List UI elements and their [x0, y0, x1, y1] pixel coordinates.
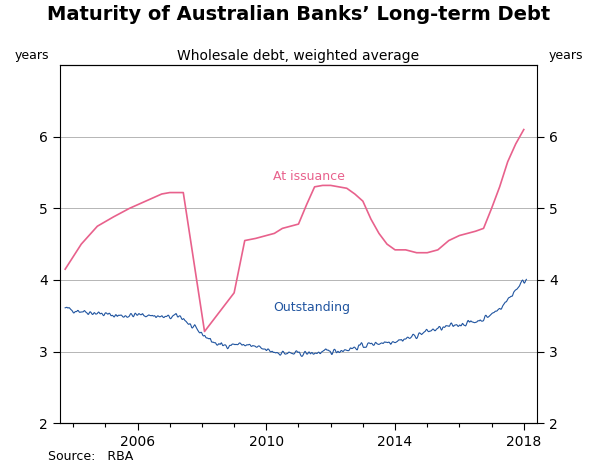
Text: At issuance: At issuance [273, 170, 344, 183]
Text: Outstanding: Outstanding [273, 301, 350, 313]
Text: Source:   RBA: Source: RBA [48, 450, 133, 463]
Text: years: years [548, 48, 583, 61]
Title: Wholesale debt, weighted average: Wholesale debt, weighted average [177, 48, 420, 63]
Text: years: years [14, 48, 49, 61]
Text: Maturity of Australian Banks’ Long-term Debt: Maturity of Australian Banks’ Long-term … [47, 5, 550, 24]
